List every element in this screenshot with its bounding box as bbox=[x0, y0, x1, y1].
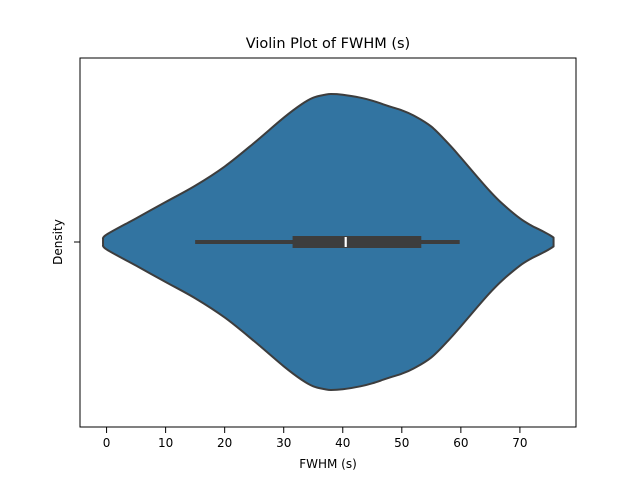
iqr-box bbox=[292, 236, 422, 248]
x-tick-label: 30 bbox=[276, 436, 291, 450]
x-axis-title: FWHM (s) bbox=[299, 457, 357, 471]
x-tick-label: 50 bbox=[394, 436, 409, 450]
x-tick-label: 40 bbox=[335, 436, 350, 450]
chart-title: Violin Plot of FWHM (s) bbox=[246, 36, 410, 52]
plot-area bbox=[101, 93, 555, 391]
y-axis-title: Density bbox=[51, 219, 65, 265]
x-tick-label: 10 bbox=[158, 436, 173, 450]
x-axis-ticks: 0 10 20 30 40 50 60 70 bbox=[103, 427, 528, 450]
x-tick-label: 60 bbox=[453, 436, 468, 450]
x-tick-label: 0 bbox=[103, 436, 111, 450]
x-tick-label: 20 bbox=[217, 436, 232, 450]
x-tick-label: 70 bbox=[512, 436, 527, 450]
